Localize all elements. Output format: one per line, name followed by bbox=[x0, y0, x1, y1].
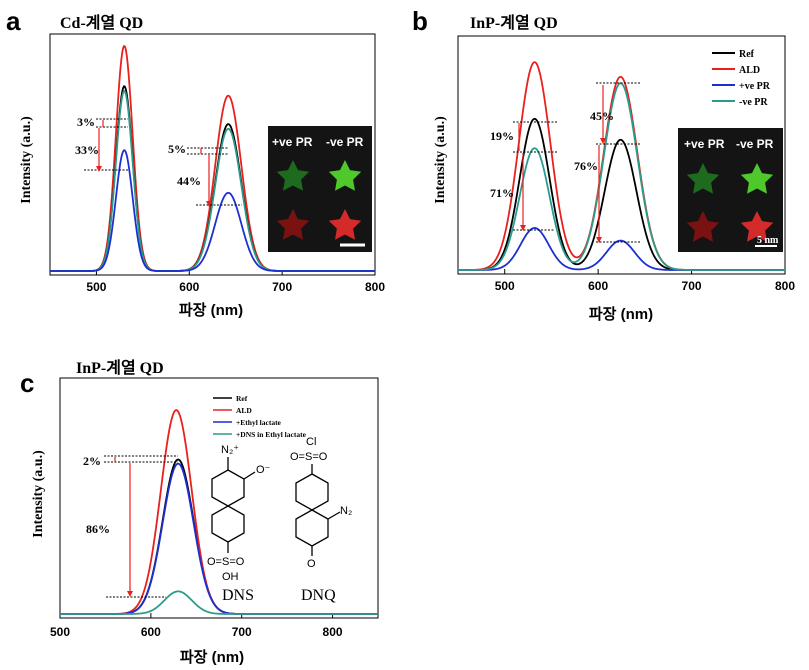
y-axis-label-b: Intensity (a.u.) bbox=[433, 116, 448, 204]
legend-label-neg-b: -ve PR bbox=[739, 97, 768, 108]
panel-letter-b: b bbox=[412, 6, 428, 36]
plot-frame-a bbox=[49, 33, 376, 276]
dnq-chloro-label: Cl bbox=[306, 436, 316, 448]
annotation-45pct: 45% bbox=[590, 109, 614, 123]
star-icon bbox=[740, 163, 774, 194]
dns-oxide-label: O⁻ bbox=[256, 464, 271, 476]
series-line-series-3 bbox=[50, 149, 375, 272]
series-line--dns-in-ethyl-lactate bbox=[59, 590, 379, 615]
y-axis-label-a: Intensity (a.u.) bbox=[19, 116, 34, 204]
x-tick-label: 600 bbox=[141, 625, 161, 639]
panel-a: a Cd-계열 QD Intensity (a.u.) 파장 (nm) 500 6… bbox=[6, 6, 385, 319]
panel-title-b: InP-계열 QD bbox=[470, 13, 558, 32]
inset-label-pos-b: +ve PR bbox=[684, 137, 725, 151]
star-green-dim-a bbox=[276, 160, 310, 191]
star-icon bbox=[740, 211, 774, 242]
x-tick-label: 800 bbox=[323, 625, 343, 639]
plot-frame-b bbox=[457, 35, 786, 275]
legend-label-ref-c: Ref bbox=[236, 394, 248, 403]
legend-label-pos-b: +ve PR bbox=[739, 81, 771, 92]
annotation-5pct: 5% bbox=[168, 142, 186, 156]
dnq-oxo-label: O bbox=[307, 558, 316, 570]
dns-label: DNS bbox=[222, 587, 254, 604]
legend-label-ald-b: ALD bbox=[739, 65, 760, 76]
structure-dns: N₂⁺ O⁻ O=S=O OH DNS bbox=[207, 444, 271, 604]
star-red-dim-b bbox=[686, 211, 720, 242]
legend-label-dns-c: +DNS in Ethyl lactate bbox=[236, 430, 307, 439]
annotation-3pct: 3% bbox=[77, 115, 95, 129]
annotation-76pct: 76% bbox=[574, 159, 598, 173]
panel-c: c InP-계열 QD Intensity (a.u.) 파장 (nm) 500… bbox=[20, 358, 379, 666]
inset-label-neg-a: -ve PR bbox=[326, 135, 364, 149]
x-axis-label-a: 파장 (nm) bbox=[179, 301, 243, 319]
x-ticks-c: 500 600 700 800 bbox=[50, 613, 343, 639]
legend-label-ref-b: Ref bbox=[739, 49, 755, 60]
x-ticks-b: 500 600 700 800 bbox=[495, 269, 795, 293]
star-green-bright-a bbox=[328, 160, 362, 191]
inset-image-b: +ve PR -ve PR 5 nm bbox=[678, 128, 783, 252]
x-axis-label-b: 파장 (nm) bbox=[589, 305, 653, 323]
panel-letter-a: a bbox=[6, 6, 21, 36]
dns-diazo-label: N₂⁺ bbox=[221, 444, 239, 456]
star-green-bright-b bbox=[740, 163, 774, 194]
star-icon bbox=[686, 211, 720, 242]
annotations-c: 2% 86% bbox=[83, 454, 178, 598]
x-axis-label-c: 파장 (nm) bbox=[180, 648, 244, 666]
star-green-dim-b bbox=[686, 163, 720, 194]
legend-label-ald-c: ALD bbox=[236, 406, 252, 415]
x-tick-label: 700 bbox=[272, 280, 292, 294]
annotation-33pct: 33% bbox=[75, 143, 99, 157]
panel-title-c: InP-계열 QD bbox=[76, 358, 164, 377]
scale-label-b: 5 nm bbox=[757, 235, 779, 246]
plot-frame-c bbox=[59, 377, 379, 619]
structure-dnq: Cl O=S=O N₂ O DNQ bbox=[290, 436, 352, 604]
x-tick-label: 700 bbox=[682, 279, 702, 293]
dns-hydroxyl-label: OH bbox=[222, 571, 239, 583]
panel-title-a: Cd-계열 QD bbox=[60, 13, 143, 32]
star-icon bbox=[276, 160, 310, 191]
annotation-2pct: 2% bbox=[83, 454, 101, 468]
dnq-sulfonyl-label: O=S=O bbox=[290, 451, 328, 463]
x-tick-label: 600 bbox=[179, 280, 199, 294]
legend-c: Ref ALD +Ethyl lactate +DNS in Ethyl lac… bbox=[213, 394, 307, 439]
star-red-bright-a bbox=[328, 209, 362, 240]
panel-letter-c: c bbox=[20, 368, 34, 398]
x-ticks-a: 500 600 700 800 bbox=[86, 270, 385, 294]
dns-sulfonyl-label: O=S=O bbox=[207, 556, 245, 568]
annotation-71pct: 71% bbox=[490, 186, 514, 200]
star-red-bright-b bbox=[740, 211, 774, 242]
x-tick-label: 700 bbox=[232, 625, 252, 639]
annotations-b: 19% 71% 45% 76% bbox=[490, 82, 640, 243]
star-red-dim-a bbox=[276, 209, 310, 240]
x-tick-label: 600 bbox=[588, 279, 608, 293]
x-tick-label: 500 bbox=[50, 625, 70, 639]
star-icon bbox=[276, 209, 310, 240]
inset-label-pos-a: +ve PR bbox=[272, 135, 313, 149]
x-tick-label: 800 bbox=[775, 279, 795, 293]
x-tick-label: 500 bbox=[495, 279, 515, 293]
inset-label-neg-b: -ve PR bbox=[736, 137, 774, 151]
star-icon bbox=[686, 163, 720, 194]
x-tick-label: 500 bbox=[86, 280, 106, 294]
annotation-19pct: 19% bbox=[490, 129, 514, 143]
inset-image-a: +ve PR -ve PR bbox=[268, 126, 372, 252]
dnq-diazo-label: N₂ bbox=[340, 505, 352, 517]
legend-label-ethyl-c: +Ethyl lactate bbox=[236, 418, 282, 427]
panel-b: b InP-계열 QD Intensity (a.u.) 파장 (nm) 500… bbox=[412, 6, 795, 323]
star-icon bbox=[328, 209, 362, 240]
annotations-a: 3% 33% 5% 44% bbox=[75, 115, 242, 207]
annotation-86pct: 86% bbox=[86, 522, 110, 536]
y-axis-label-c: Intensity (a.u.) bbox=[31, 450, 46, 538]
x-tick-label: 800 bbox=[365, 280, 385, 294]
annotation-44pct: 44% bbox=[177, 174, 201, 188]
star-icon bbox=[328, 160, 362, 191]
curves-a bbox=[50, 45, 375, 272]
legend-b: Ref ALD +ve PR -ve PR bbox=[712, 49, 771, 108]
dnq-label: DNQ bbox=[301, 587, 336, 604]
curves-c bbox=[59, 409, 379, 615]
